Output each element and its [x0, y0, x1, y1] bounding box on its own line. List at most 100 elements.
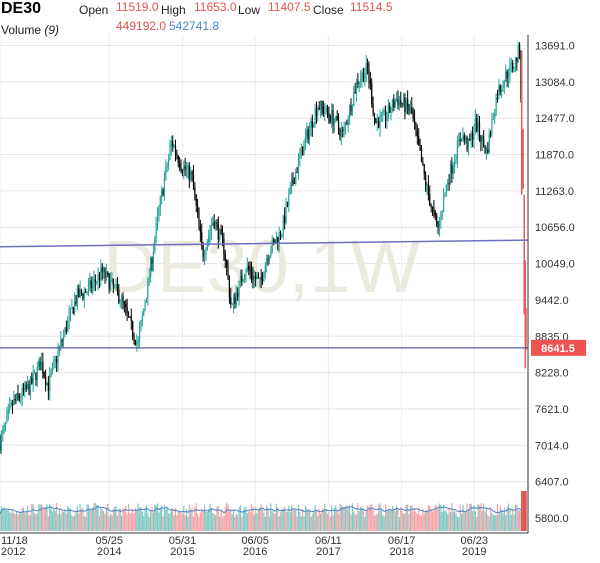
volume-bar — [347, 507, 349, 531]
volume-bar — [436, 505, 438, 531]
volume-bar — [226, 503, 228, 531]
volume-bar — [223, 515, 225, 531]
candle-body — [205, 250, 207, 256]
volume-bar — [520, 491, 523, 531]
candle-body — [10, 402, 12, 406]
volume-bar — [57, 514, 59, 531]
candle-body — [387, 105, 389, 118]
candle-body — [208, 235, 210, 242]
candle-body — [4, 422, 7, 426]
volume-bar — [387, 510, 389, 531]
volume-bar — [266, 505, 268, 531]
candle-body — [366, 63, 369, 68]
volume-bar — [28, 515, 30, 531]
y-tick-label: 11870.0 — [535, 150, 574, 162]
candle-body — [132, 320, 134, 336]
volume-bar — [121, 516, 123, 531]
candle-body — [6, 414, 8, 423]
open-label: Open — [79, 3, 109, 17]
volume-bar — [98, 515, 101, 531]
candle-body — [273, 240, 275, 242]
candle-body — [9, 405, 11, 411]
volume-bar — [0, 506, 2, 531]
candle-body — [437, 223, 439, 229]
candle-body — [209, 230, 211, 236]
volume-bar — [292, 509, 294, 531]
candle-body — [478, 122, 481, 137]
volume-bar — [419, 515, 421, 531]
volume-bars — [0, 491, 527, 531]
volume-bar — [86, 504, 88, 531]
volume-bar — [353, 511, 355, 531]
volume-bar — [79, 504, 81, 531]
candle-body — [33, 372, 36, 374]
candle-body — [331, 110, 333, 122]
volume-bar — [440, 504, 442, 531]
volume-bar — [201, 508, 203, 531]
candle-body — [295, 171, 297, 184]
volume-bar — [231, 514, 233, 531]
candle-body — [194, 186, 196, 195]
volume-bar — [219, 516, 221, 531]
volume-bar — [197, 513, 199, 531]
candle-body — [431, 207, 434, 209]
volume-bar — [67, 506, 69, 531]
candle-body — [286, 204, 289, 206]
horizontal-lines — [0, 239, 529, 349]
candle-body — [230, 297, 232, 304]
volume-bar — [216, 506, 218, 531]
candle-body — [322, 106, 324, 114]
volume-bar — [300, 516, 302, 531]
volume-bar — [116, 515, 119, 531]
candle-body — [375, 118, 377, 124]
candle-body — [271, 240, 273, 253]
volume-bar — [46, 504, 48, 531]
candle-body — [257, 277, 260, 279]
candle-body — [86, 292, 88, 294]
volume-bar — [176, 515, 178, 531]
volume-bar — [456, 516, 459, 531]
candle-body — [137, 339, 139, 342]
candle-body — [337, 120, 340, 129]
volume-bar — [261, 507, 264, 531]
volume-bar — [259, 507, 261, 531]
volume-bar — [230, 509, 232, 531]
candle-body — [467, 139, 470, 150]
candle-body — [318, 107, 320, 110]
candle-body — [451, 164, 453, 174]
volume-bar — [0, 514, 1, 531]
candle-body — [64, 327, 66, 335]
volume-bar — [290, 505, 293, 531]
candle-body — [138, 330, 141, 340]
volume-bar — [522, 491, 524, 531]
candle-body — [116, 284, 119, 290]
volume-bar — [274, 513, 276, 531]
candle-body — [488, 132, 490, 153]
candle-body — [214, 222, 217, 229]
candle-body — [148, 276, 150, 279]
volume-bar — [210, 507, 213, 531]
volume-bar — [357, 503, 359, 531]
candle-body — [498, 85, 500, 98]
volume-bar — [62, 511, 65, 531]
candle-body — [315, 109, 318, 116]
volume-bar — [100, 507, 102, 531]
candle-body — [311, 120, 313, 128]
volume-bar — [398, 516, 400, 531]
volume-bar — [483, 503, 485, 531]
volume-bar — [407, 504, 409, 531]
candle-body — [382, 110, 384, 114]
x-tick-year: 2014 — [97, 546, 121, 558]
volume-bar — [509, 508, 511, 531]
candle-body — [181, 170, 184, 173]
candle-body — [47, 382, 49, 392]
volume-bar — [430, 509, 432, 531]
volume-bar — [9, 512, 11, 531]
volume-bar — [72, 516, 74, 531]
volume-bar — [68, 507, 70, 531]
volume-bar — [36, 513, 38, 531]
volume-bar — [484, 511, 486, 531]
volume-bar — [447, 513, 449, 531]
